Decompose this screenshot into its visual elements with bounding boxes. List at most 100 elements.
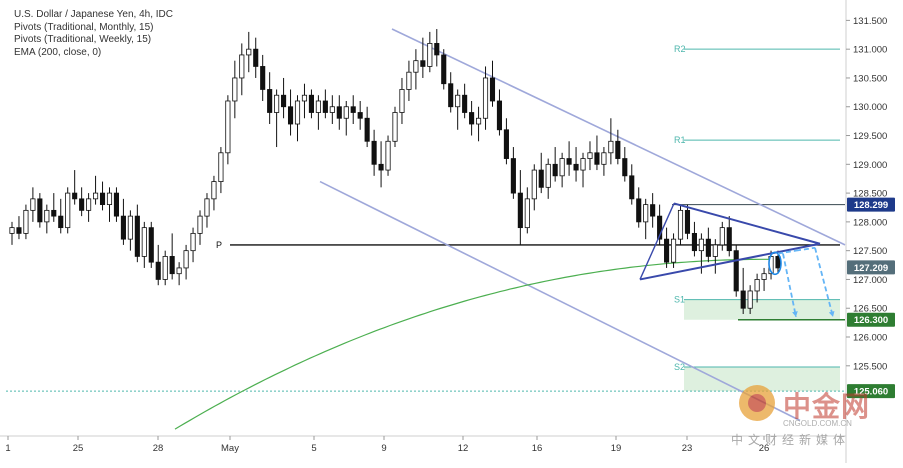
pivot-label-p: P [216, 240, 222, 250]
y-tick-label: 129.500 [853, 131, 887, 142]
candle-body [399, 89, 405, 113]
candle-body [503, 129, 509, 159]
candle-body [343, 106, 349, 119]
candle-body [636, 198, 642, 223]
candle-body [294, 100, 301, 125]
y-tick-label: 127.000 [853, 275, 887, 286]
candle-body [267, 89, 273, 113]
candle-body [315, 100, 321, 113]
candle-body [93, 192, 99, 200]
candle-body [482, 77, 489, 119]
candle-body [44, 209, 50, 223]
candle-body [378, 163, 384, 171]
legend-pivots-weekly: Pivots (Traditional, Weekly, 15) [14, 34, 152, 45]
candle-body [364, 117, 370, 142]
x-tick-label: 9 [381, 443, 386, 454]
legend-ema: EMA (200, close, 0) [14, 46, 102, 58]
candle-body [726, 227, 732, 252]
projection-peak-leg [795, 246, 816, 252]
pivot-label-s1: S1 [674, 295, 685, 305]
candle-body [197, 215, 203, 234]
y-tick-label: 128.500 [853, 189, 887, 200]
candle-body [281, 94, 287, 108]
candle-body [559, 158, 565, 177]
candle-body [664, 238, 670, 263]
candle-body [650, 204, 656, 217]
candle-body [587, 152, 593, 159]
candle-body [670, 238, 677, 263]
y-tick-label: 131.500 [853, 16, 887, 27]
candle-body [712, 244, 718, 257]
channel-upper-line [391, 28, 846, 246]
candle-body [434, 43, 440, 56]
candle-body [211, 181, 217, 200]
candle-body [643, 204, 649, 223]
projection-arrow-1-head [792, 311, 798, 317]
candle-body [698, 238, 704, 252]
projection-arrow-1 [782, 253, 797, 318]
candle-body [392, 112, 398, 142]
candle-body [691, 232, 697, 252]
candle-body [232, 77, 238, 102]
candle-body [16, 227, 22, 234]
x-tick-label: 16 [532, 443, 543, 454]
watermark-brand: 中金网 [783, 390, 871, 423]
candle-body [740, 290, 746, 309]
x-tick-label: 28 [153, 443, 164, 454]
candle-body [106, 192, 113, 206]
channel-lower-line [319, 180, 801, 422]
candle-body [239, 54, 245, 79]
candle-body [733, 250, 739, 292]
candle-body [127, 215, 133, 240]
candle-body [37, 198, 43, 223]
candle-body [524, 198, 530, 229]
candle-body [65, 192, 71, 229]
x-tick-label: 23 [682, 443, 693, 454]
candle-body [322, 100, 328, 113]
price-tag-label: 126.300 [854, 315, 888, 326]
candle-body [357, 112, 363, 119]
candle-body [274, 94, 280, 113]
ema-line [174, 258, 770, 430]
candle-body [455, 94, 461, 108]
candle-body [462, 94, 468, 113]
breakout-circle [768, 251, 782, 276]
y-tick-label: 127.500 [853, 246, 887, 257]
candle-body [573, 163, 579, 171]
candle-body [413, 60, 419, 73]
candle-body [30, 198, 36, 211]
candle-body [615, 140, 621, 159]
candle-body [496, 100, 503, 131]
candle-body [350, 106, 356, 113]
candle-body [754, 279, 760, 292]
candle-body [308, 94, 314, 113]
x-tick-label: 19 [611, 443, 622, 454]
candle-body [169, 256, 175, 275]
candle-body [385, 140, 391, 171]
pivot-label-s2: S2 [674, 362, 685, 372]
candle-body [86, 198, 92, 211]
candle-body [329, 106, 335, 113]
projection-arrow-2 [814, 247, 834, 318]
candle-body [566, 158, 572, 165]
candle-body [406, 71, 412, 90]
candle-body [148, 227, 154, 263]
legend-symbol: U.S. Dollar / Japanese Yen, 4h, IDC [14, 9, 173, 20]
y-tick-label: 126.000 [853, 333, 887, 344]
candle-body [204, 198, 210, 217]
watermark-logo-icon [739, 385, 775, 421]
candle-body [176, 267, 182, 275]
candle-body [141, 227, 147, 257]
price-tag-bg [847, 312, 895, 327]
candle-body [545, 163, 551, 188]
candle-body [677, 209, 684, 240]
candle-body [594, 152, 600, 165]
triangle-left-line [639, 203, 675, 280]
candle-body [371, 140, 377, 165]
candle-body [476, 117, 482, 125]
candle-body [719, 227, 725, 246]
candle-body [301, 94, 308, 102]
candle-body [72, 192, 78, 200]
candle-body [99, 192, 106, 206]
candle-body [441, 54, 447, 85]
